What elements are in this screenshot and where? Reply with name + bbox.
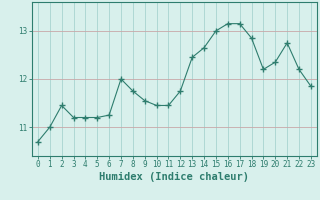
X-axis label: Humidex (Indice chaleur): Humidex (Indice chaleur) — [100, 172, 249, 182]
